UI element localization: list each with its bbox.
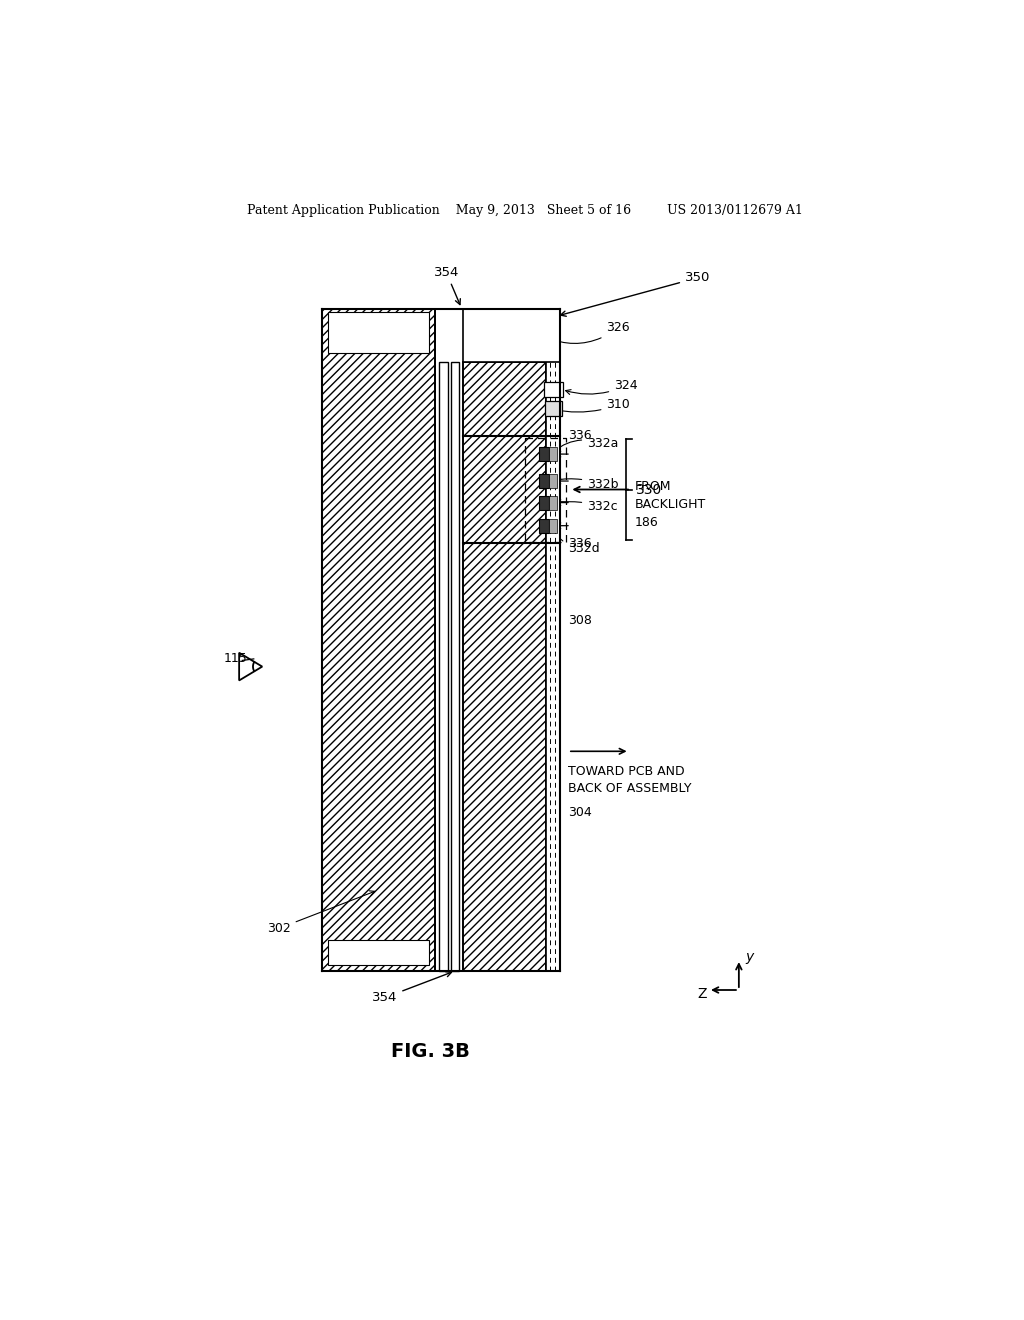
Bar: [438, 363, 447, 970]
Bar: [545, 401, 562, 416]
Text: 350: 350: [560, 271, 711, 317]
Bar: [328, 313, 429, 354]
Bar: [539, 519, 550, 533]
Text: FIG. 3B: FIG. 3B: [391, 1041, 470, 1061]
Bar: [550, 519, 557, 533]
Text: 324: 324: [565, 379, 638, 395]
Bar: [463, 309, 560, 363]
Text: 308: 308: [568, 614, 592, 627]
Bar: [328, 940, 429, 965]
Text: y: y: [745, 950, 754, 964]
Text: 302: 302: [267, 891, 375, 935]
Text: 310: 310: [554, 399, 630, 413]
Text: Patent Application Publication    May 9, 2013   Sheet 5 of 16         US 2013/01: Patent Application Publication May 9, 20…: [247, 205, 803, 218]
Bar: [322, 309, 435, 970]
Bar: [550, 474, 557, 488]
Text: 332b: 332b: [555, 477, 618, 491]
Text: 332a: 332a: [554, 437, 618, 451]
Bar: [463, 363, 547, 970]
Text: FROM
BACKLIGHT
186: FROM BACKLIGHT 186: [635, 480, 707, 529]
Bar: [463, 363, 547, 970]
Text: 330: 330: [636, 483, 662, 496]
Bar: [550, 495, 557, 510]
Text: 304: 304: [568, 807, 592, 820]
Text: 326: 326: [546, 321, 630, 343]
Bar: [539, 474, 550, 488]
Text: TOWARD PCB AND
BACK OF ASSEMBLY: TOWARD PCB AND BACK OF ASSEMBLY: [568, 766, 691, 795]
Text: Z: Z: [697, 987, 707, 1001]
Text: 354: 354: [433, 265, 461, 305]
Bar: [550, 447, 557, 461]
Bar: [539, 447, 550, 461]
Text: 336: 336: [568, 429, 592, 442]
Text: 115: 115: [223, 652, 248, 665]
Text: 354: 354: [372, 972, 452, 1005]
Text: 336: 336: [568, 537, 592, 550]
Text: 332d: 332d: [553, 529, 599, 554]
Bar: [547, 309, 560, 970]
Bar: [539, 495, 550, 510]
Bar: [544, 381, 562, 397]
Bar: [322, 309, 435, 970]
Text: 332c: 332c: [555, 499, 617, 513]
Bar: [451, 363, 460, 970]
